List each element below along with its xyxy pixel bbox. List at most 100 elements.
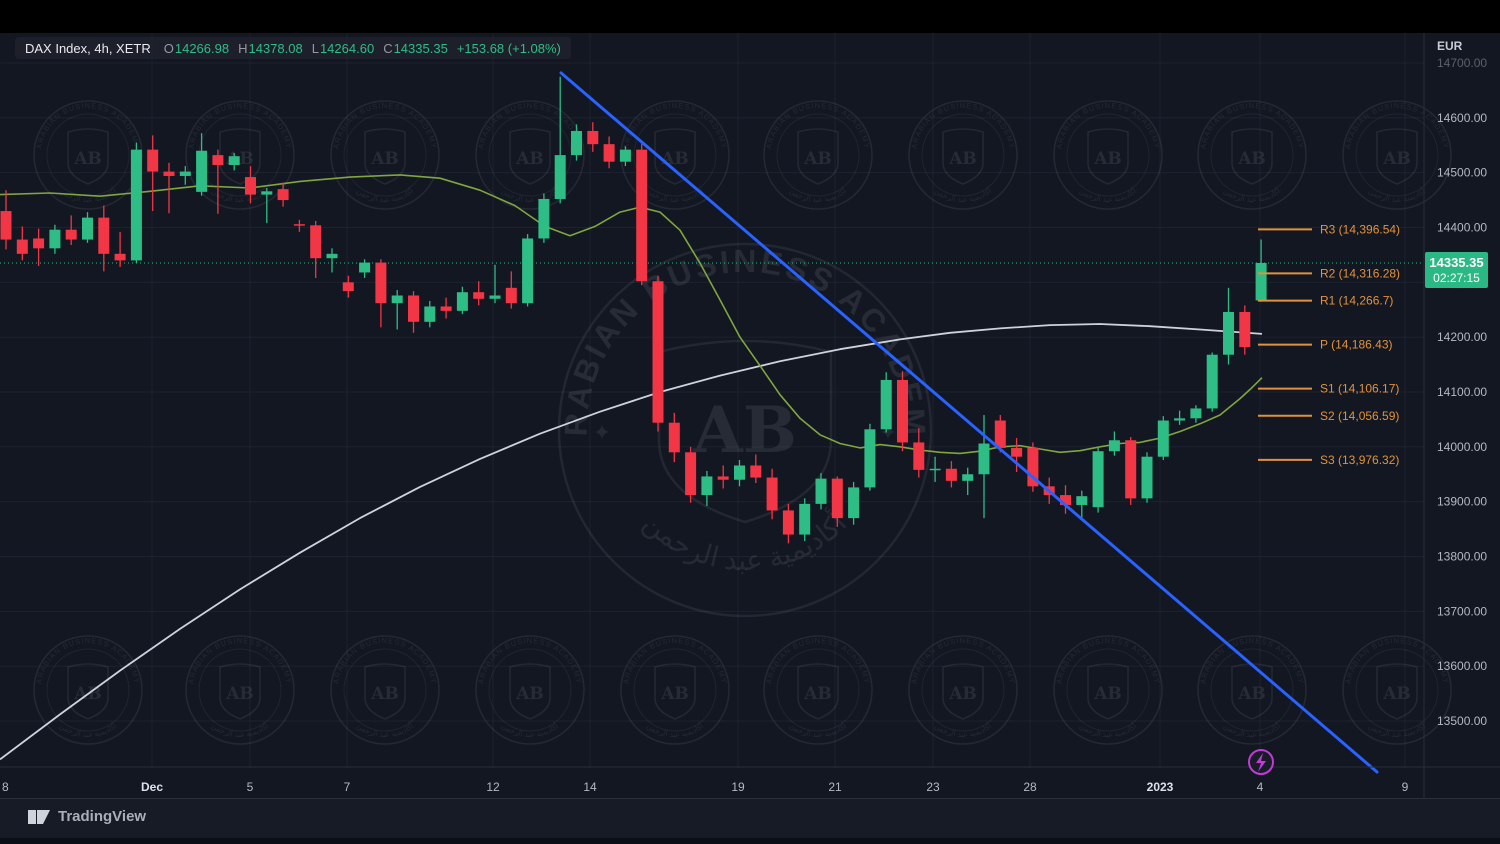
time-axis-label: Dec (141, 780, 163, 794)
time-axis-label: 23 (926, 780, 940, 794)
price-axis-label: 13700.00 (1437, 604, 1487, 618)
time-axis-label: 5 (247, 780, 254, 794)
pivot-label-R1: R1 (14,266.7) (1320, 294, 1393, 308)
candle (1027, 442, 1039, 492)
candle (1190, 405, 1202, 423)
price-axis-label: 13500.00 (1437, 714, 1487, 728)
lightning-icon (1256, 753, 1266, 772)
candle (766, 468, 778, 520)
candle (1206, 352, 1218, 412)
candle (1076, 490, 1088, 520)
candle (114, 231, 126, 267)
candle (261, 188, 273, 224)
time-axis-label: 9 (1402, 780, 1409, 794)
price-axis-label: 14500.00 (1437, 166, 1487, 180)
candle (375, 259, 387, 328)
price-axis-label: 13600.00 (1437, 659, 1487, 673)
candle (962, 467, 974, 496)
candle (717, 465, 729, 489)
ohlc-open: O14266.98 (163, 40, 230, 56)
candle (212, 149, 224, 214)
candle (391, 290, 403, 330)
candle (831, 476, 843, 527)
candle (554, 76, 566, 204)
candle (179, 166, 191, 185)
candle (1125, 436, 1137, 505)
candle (636, 144, 648, 286)
pivot-label-P: P (14,186.43) (1320, 338, 1393, 352)
pivot-label-S1: S1 (14,106.17) (1320, 382, 1399, 396)
top-black-bar (0, 0, 1500, 33)
currency-label: EUR (1437, 39, 1463, 53)
ohlc-close: C14335.35 (383, 40, 448, 56)
candle (782, 503, 794, 544)
time-axis-label: 21 (828, 780, 842, 794)
candle (245, 166, 256, 204)
chart-series (0, 71, 1424, 774)
candle (1092, 447, 1104, 513)
candle (945, 461, 957, 488)
last-price-value: 14335.35 (1429, 255, 1484, 270)
candle (424, 300, 436, 328)
price-axis-label: 14200.00 (1437, 330, 1487, 344)
candle (1011, 438, 1023, 473)
ohlc-low: L14264.60 (311, 40, 375, 56)
tradingview-logo[interactable]: TradingView (28, 808, 146, 825)
candle (277, 182, 289, 207)
time-axis-label: 2023 (1147, 780, 1174, 794)
price-axis-label: 14000.00 (1437, 440, 1487, 454)
price-axis-label: 14100.00 (1437, 385, 1487, 399)
pivot-levels: R3 (14,396.54) R2 (14,316.28) R1 (14,266.7… (1258, 222, 1400, 467)
candle (408, 291, 419, 333)
pivot-label-R2: R2 (14,316.28) (1320, 266, 1400, 280)
candle (864, 423, 876, 491)
replay-lightning-button[interactable] (1248, 749, 1274, 775)
candle (16, 226, 28, 261)
ohlc-high: H14378.08 (238, 40, 303, 56)
price-axis-label: 14600.00 (1437, 111, 1487, 125)
price-axis-label: 13800.00 (1437, 550, 1487, 564)
watermark-monogram: AB (692, 393, 797, 468)
candle (522, 234, 534, 307)
candle (82, 212, 93, 243)
time-axis-label: 14 (583, 780, 597, 794)
candle (538, 193, 550, 243)
candle (1157, 416, 1169, 460)
symbol-title[interactable]: DAX Index, 4h, XETR (25, 40, 151, 56)
candle (130, 142, 142, 264)
tradingview-logo-text: TradingView (58, 808, 147, 825)
candle (913, 428, 925, 478)
candle (848, 481, 860, 525)
candle (701, 470, 713, 507)
candle (489, 264, 501, 304)
tradingview-logo-icon (28, 809, 50, 824)
candle (293, 219, 305, 232)
symbol-legend[interactable]: DAX Index, 4h, XETR O14266.98 H14378.08 … (15, 37, 571, 59)
candle (440, 297, 452, 319)
candle (33, 228, 45, 266)
candle (1255, 239, 1267, 302)
candle (359, 259, 371, 278)
candle (685, 446, 697, 503)
price-axis-label: 14700.00 (1437, 56, 1487, 70)
candle (734, 459, 745, 487)
time-axis-label: 19 (731, 780, 745, 794)
candle (652, 275, 664, 432)
candle (978, 415, 990, 519)
candle (587, 122, 599, 152)
candle (750, 454, 762, 484)
bar-countdown: 02:27:15 (1433, 271, 1480, 286)
time-axis-label: 12 (486, 780, 500, 794)
time-axis-label: 4 (1257, 780, 1264, 794)
candle (929, 456, 941, 482)
last-price-badge[interactable]: 14335.35 02:27:15 (1425, 252, 1488, 288)
time-axis-label: 8 (2, 780, 9, 794)
price-axis-label: 14400.00 (1437, 221, 1487, 235)
trendline[interactable] (559, 71, 1379, 774)
candle (0, 190, 12, 250)
candle (1060, 485, 1071, 514)
candle (310, 220, 322, 278)
pivot-label-S3: S3 (13,976.32) (1320, 453, 1399, 467)
